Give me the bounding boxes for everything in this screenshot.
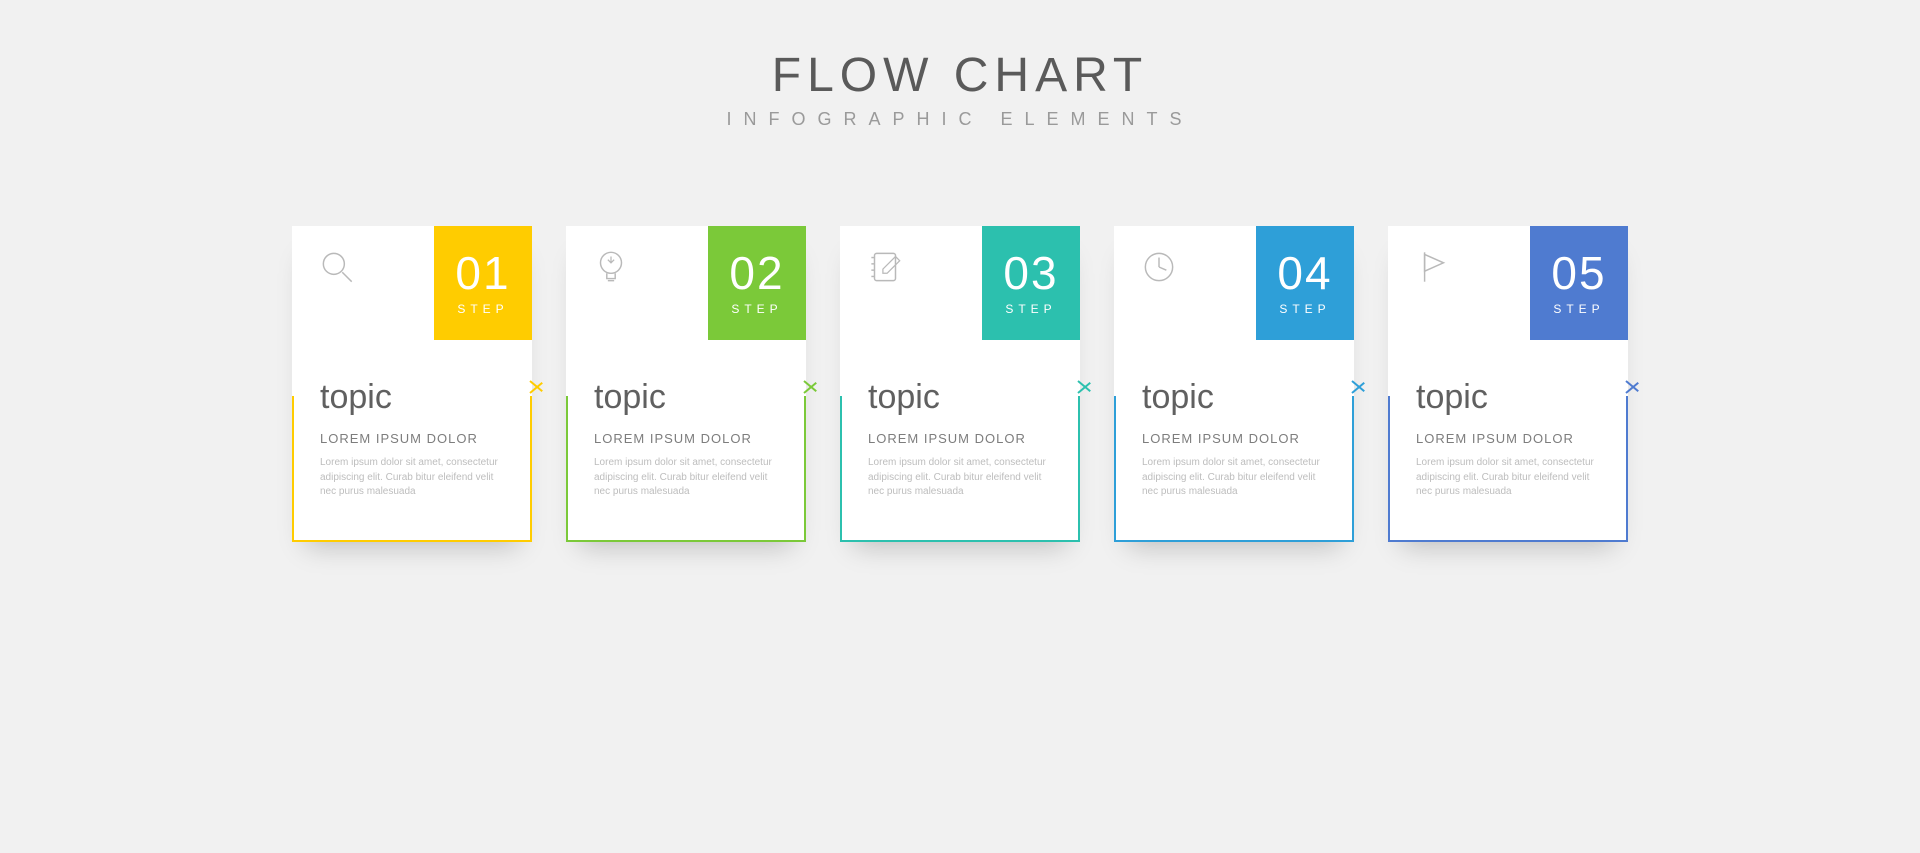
step-number: 04 xyxy=(1277,250,1332,296)
step-subheading: LOREM IPSUM DOLOR xyxy=(868,431,1056,446)
step-card: 02 STEP topic LOREM IPSUM DOLOR Lorem ipsum … xyxy=(566,226,806,542)
step-card: 03 STEP topic LOREM IPSUM DOLOR Lorem ipsum … xyxy=(840,226,1080,542)
step-topic: topic xyxy=(1142,378,1330,417)
step-badge: 01 STEP xyxy=(434,226,532,340)
page-subtitle: INFOGRAPHIC ELEMENTS xyxy=(726,109,1193,130)
arrow-icon xyxy=(1352,374,1368,400)
step-badge: 02 STEP xyxy=(708,226,806,340)
step-card: 01 STEP topic LOREM IPSUM DOLOR Lorem ipsum … xyxy=(292,226,532,542)
lightbulb-icon xyxy=(590,246,632,288)
arrow-icon xyxy=(1078,374,1094,400)
step-subheading: LOREM IPSUM DOLOR xyxy=(1416,431,1604,446)
step-body: Lorem ipsum dolor sit amet, consectetur … xyxy=(1416,456,1604,500)
magnifier-icon xyxy=(316,246,358,288)
step-number: 05 xyxy=(1551,250,1606,296)
step-body: Lorem ipsum dolor sit amet, consectetur … xyxy=(1142,456,1330,500)
step-label: STEP xyxy=(731,302,782,316)
step-cards-row: 01 STEP topic LOREM IPSUM DOLOR Lorem ipsum … xyxy=(0,226,1920,542)
step-label: STEP xyxy=(457,302,508,316)
flag-icon xyxy=(1412,246,1454,288)
step-body: Lorem ipsum dolor sit amet, consectetur … xyxy=(594,456,782,500)
step-content: topic LOREM IPSUM DOLOR Lorem ipsum dolor … xyxy=(320,378,508,500)
step-content: topic LOREM IPSUM DOLOR Lorem ipsum dolor … xyxy=(594,378,782,500)
step-topic: topic xyxy=(868,378,1056,417)
arrow-icon xyxy=(530,374,546,400)
step-badge: 03 STEP xyxy=(982,226,1080,340)
step-label: STEP xyxy=(1279,302,1330,316)
step-subheading: LOREM IPSUM DOLOR xyxy=(594,431,782,446)
clock-icon xyxy=(1138,246,1180,288)
step-content: topic LOREM IPSUM DOLOR Lorem ipsum dolor … xyxy=(868,378,1056,500)
step-card: 05 STEP topic LOREM IPSUM DOLOR Lorem ipsum … xyxy=(1388,226,1628,542)
arrow-icon xyxy=(1626,374,1642,400)
step-card: 04 STEP topic LOREM IPSUM DOLOR Lorem ipsum … xyxy=(1114,226,1354,542)
step-body: Lorem ipsum dolor sit amet, consectetur … xyxy=(868,456,1056,500)
step-number: 01 xyxy=(455,250,510,296)
step-label: STEP xyxy=(1005,302,1056,316)
step-content: topic LOREM IPSUM DOLOR Lorem ipsum dolor … xyxy=(1142,378,1330,500)
step-label: STEP xyxy=(1553,302,1604,316)
step-subheading: LOREM IPSUM DOLOR xyxy=(1142,431,1330,446)
step-topic: topic xyxy=(594,378,782,417)
step-badge: 05 STEP xyxy=(1530,226,1628,340)
step-topic: topic xyxy=(320,378,508,417)
step-number: 03 xyxy=(1003,250,1058,296)
page-title: FLOW CHART xyxy=(772,48,1148,103)
step-body: Lorem ipsum dolor sit amet, consectetur … xyxy=(320,456,508,500)
notepad-icon xyxy=(864,246,906,288)
step-topic: topic xyxy=(1416,378,1604,417)
step-badge: 04 STEP xyxy=(1256,226,1354,340)
step-content: topic LOREM IPSUM DOLOR Lorem ipsum dolor … xyxy=(1416,378,1604,500)
step-number: 02 xyxy=(729,250,784,296)
step-subheading: LOREM IPSUM DOLOR xyxy=(320,431,508,446)
arrow-icon xyxy=(804,374,820,400)
